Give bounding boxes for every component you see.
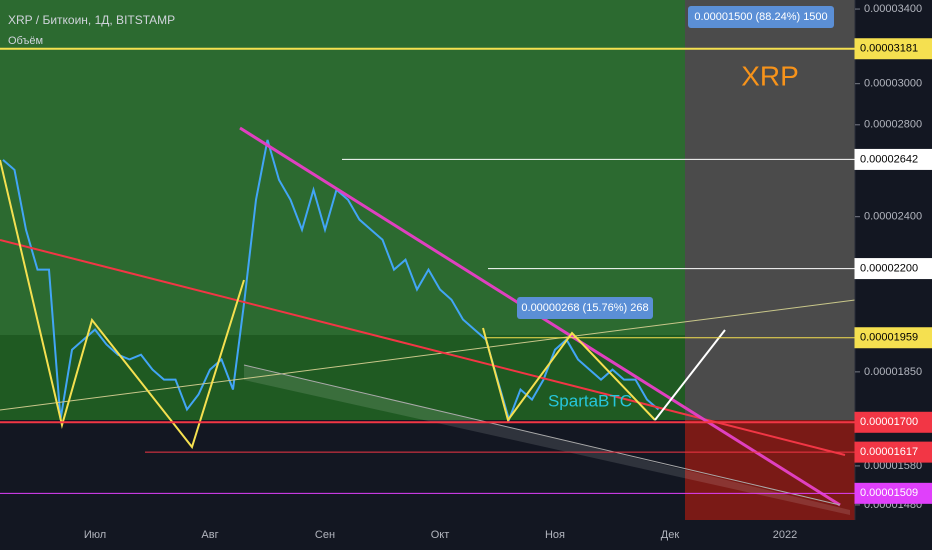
projection <box>654 329 726 421</box>
measure-box <box>688 6 834 28</box>
level-tag <box>854 258 932 280</box>
level-label: 0.00001509 <box>860 487 918 499</box>
level-tag <box>854 38 932 60</box>
level-label: 0.00001617 <box>860 446 918 458</box>
x-tick-label: Июл <box>84 529 106 541</box>
level-tag <box>854 327 932 349</box>
subtitle: Объём <box>8 35 43 47</box>
y-tick-label: 0.00001580 <box>864 460 922 472</box>
measure-box <box>517 297 653 319</box>
trend-line <box>0 299 856 411</box>
x-tick-label: 2022 <box>773 529 797 541</box>
x-tick-label: Дек <box>661 529 680 541</box>
pattern <box>482 327 656 423</box>
x-tick-label: Авг <box>201 529 218 541</box>
x-tick-label: Сен <box>315 529 335 541</box>
watermark: XRP <box>741 60 799 91</box>
level-tag <box>854 148 932 170</box>
trend-line <box>243 364 841 506</box>
level-label: 0.00002200 <box>860 262 918 274</box>
level-tag <box>854 482 932 504</box>
y-tick-label: 0.00003000 <box>864 78 922 90</box>
y-tick-label: 0.00001850 <box>864 366 922 378</box>
measure-label: 0.00000268 (15.76%) 268 <box>521 302 648 314</box>
channel-fill <box>244 365 850 515</box>
y-tick-label: 0.00003400 <box>864 3 922 15</box>
chart-title: XRP / Биткоин, 1Д, BITSTAMP <box>8 13 175 27</box>
level-label: 0.00001959 <box>860 332 918 344</box>
measure-label: 0.00001500 (88.24%) 1500 <box>694 11 827 23</box>
x-tick-label: Окт <box>431 529 450 541</box>
pattern <box>0 159 245 450</box>
y-tick-label: 0.00002800 <box>864 119 922 131</box>
level-tag <box>854 441 932 463</box>
author: SpartaBTC <box>548 391 632 410</box>
level-label: 0.00002642 <box>860 153 918 165</box>
level-label: 0.00001700 <box>860 416 918 428</box>
level-tag <box>854 411 932 433</box>
level-label: 0.00003181 <box>860 43 918 55</box>
y-tick-label: 0.00002400 <box>864 211 922 223</box>
x-tick-label: Ноя <box>545 529 565 541</box>
